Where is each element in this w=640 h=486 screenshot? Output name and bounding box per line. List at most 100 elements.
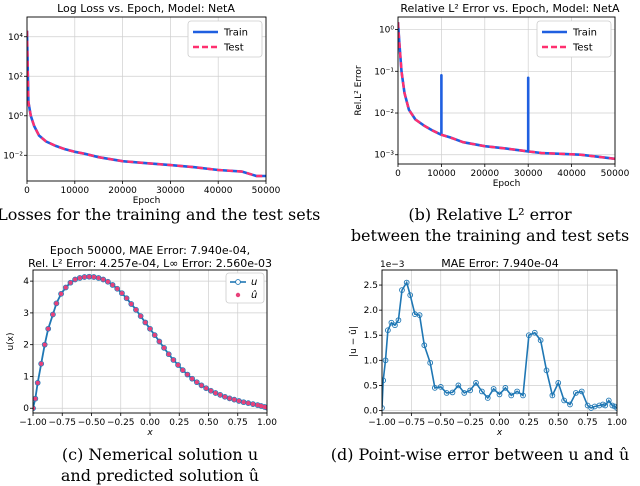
series-point-c-0-42 [217, 392, 224, 398]
legend-label-c-0: u [251, 277, 257, 288]
x-tick-label-c-0: −1.00 [19, 418, 47, 428]
x-tick-label-d-0: −1.00 [368, 418, 396, 428]
x-tick-label-d-3: −0.25 [456, 418, 484, 428]
y-tick-label-a-1: 10⁰ [8, 112, 23, 122]
y-tick-label-a-2: 10² [8, 72, 23, 82]
y-axis-label-d: |u − û| [349, 326, 359, 357]
series-point-c-1-53 [264, 405, 267, 410]
series-point-c-0-40 [207, 387, 214, 394]
x-tick-label-b-5: 50000 [601, 169, 630, 179]
series-point-d-0-31 [531, 329, 538, 336]
series-point-d-0-23 [484, 395, 491, 401]
series-point-c-1-4 [42, 342, 47, 347]
series-point-d-0-39 [578, 388, 585, 395]
y-tick-label-c-2: 2 [23, 341, 29, 351]
x-axis-label-c: x [146, 428, 153, 438]
legend-marker-c-0 [235, 279, 241, 285]
series-point-d-0-30 [526, 332, 532, 339]
series-point-c-0-37 [193, 379, 200, 386]
series-point-d-0-9 [407, 292, 414, 298]
x-tick-label-c-7: 0.75 [228, 418, 248, 428]
chart-panel-d: MAE Error: 7.940e-04 1e−3 −1.00 −0.75 −0.50−… [349, 257, 627, 438]
legend-label-a-0: Train [223, 28, 248, 39]
series-point-d-0-33 [543, 367, 550, 374]
x-tick-label-d-5: 0.25 [519, 418, 539, 428]
series-point-c-0-7 [53, 300, 60, 307]
series-point-c-1-8 [58, 291, 64, 296]
x-axis-label-b: Epoch [493, 179, 521, 189]
x-tick-label-d-4: 0.00 [489, 418, 509, 428]
x-tick-label-c-6: 0.50 [198, 418, 218, 428]
x-tick-label-b-4: 40000 [557, 169, 586, 179]
series-point-c-0-4 [41, 341, 48, 348]
series-point-c-0-26 [142, 319, 149, 326]
y-tick-label-d-2: 1.0 [364, 356, 379, 366]
series-point-c-1-31 [166, 352, 171, 357]
series-point-c-0-3 [38, 360, 45, 367]
x-tick-label-a-3: 30000 [156, 186, 185, 196]
series-line-a-1 [27, 30, 266, 178]
series-point-c-1-9 [63, 285, 68, 290]
series-line-b-1 [398, 22, 615, 160]
series-point-c-1-34 [180, 368, 185, 373]
y-axis-label-b: Rel.L² Error [354, 65, 364, 115]
caption-b-line1: (b) Relative L² error [408, 205, 572, 224]
series-point-c-0-38 [198, 382, 205, 389]
x-tick-label-d-6: 0.50 [548, 418, 568, 428]
series-point-d-0-1 [382, 377, 387, 384]
series-point-c-0-19 [109, 282, 116, 288]
series-point-c-0-18 [105, 278, 111, 285]
series-point-c-0-21 [119, 290, 125, 297]
chart-panel-c: Epoch 50000, MAE Error: 7.940e-04,Rel. L… [6, 244, 277, 438]
series-point-d-0-46 [605, 397, 612, 404]
series-point-c-0-34 [179, 367, 186, 373]
chart-panel-a: Log Loss vs. Epoch, Model: NetA 0 10000 200… [3, 2, 280, 206]
legend-box-c [225, 272, 265, 304]
series-point-c-1-41 [213, 390, 218, 396]
plot-frame-b [397, 16, 616, 165]
series-point-d-0-7 [399, 287, 405, 293]
plot-frame-d [381, 269, 618, 414]
series-point-c-1-45 [232, 397, 237, 402]
x-tick-label-b-0: 0 [395, 169, 401, 179]
series-point-c-0-9 [62, 284, 69, 291]
x-tick-label-a-2: 20000 [108, 186, 137, 196]
legend-marker-c-1 [235, 292, 241, 298]
series-point-d-0-3 [385, 327, 391, 334]
series-point-d-0-19 [461, 390, 468, 396]
series-point-c-1-16 [96, 275, 101, 281]
series-point-c-1-15 [91, 274, 96, 280]
series-point-d-0-24 [490, 386, 497, 392]
series-point-c-0-1 [33, 395, 39, 402]
series-point-c-0-30 [161, 345, 167, 351]
series-point-c-1-1 [33, 396, 38, 401]
series-point-d-0-5 [392, 322, 398, 329]
y-axis-label-c: u(x) [6, 332, 16, 350]
series-point-d-0-20 [467, 387, 473, 394]
series-point-d-0-29 [520, 392, 526, 399]
x-tick-label-c-4: 0.00 [140, 418, 160, 428]
chart-title-b: Relative L² Error vs. Epoch, Model: NetA [400, 2, 620, 15]
series-point-c-1-46 [236, 398, 242, 404]
series-point-c-0-10 [67, 279, 74, 286]
series-point-d-0-37 [567, 401, 573, 408]
series-point-c-1-19 [110, 282, 115, 288]
chart-title-d: MAE Error: 7.940e-04 [441, 257, 559, 270]
series-point-c-0-29 [156, 338, 163, 345]
caption-a-line1: (a) Losses for the training and the test… [0, 205, 321, 224]
series-point-c-1-2 [35, 380, 40, 385]
series-point-c-1-17 [101, 277, 106, 282]
series-point-c-1-38 [199, 383, 204, 388]
series-point-d-0-36 [561, 397, 567, 404]
series-point-d-0-22 [479, 388, 485, 395]
series-point-c-0-24 [133, 306, 139, 313]
series-point-c-0-32 [170, 357, 177, 363]
series-group-c [33, 273, 267, 412]
y-tick-label-d-4: 2.0 [364, 306, 379, 316]
series-point-c-0-27 [147, 325, 153, 332]
series-point-d-0-6 [395, 317, 402, 324]
series-point-c-0-28 [151, 332, 158, 338]
plot-frame-a [26, 16, 267, 182]
series-point-d-0-26 [502, 385, 509, 391]
series-point-d-0-14 [432, 385, 438, 391]
